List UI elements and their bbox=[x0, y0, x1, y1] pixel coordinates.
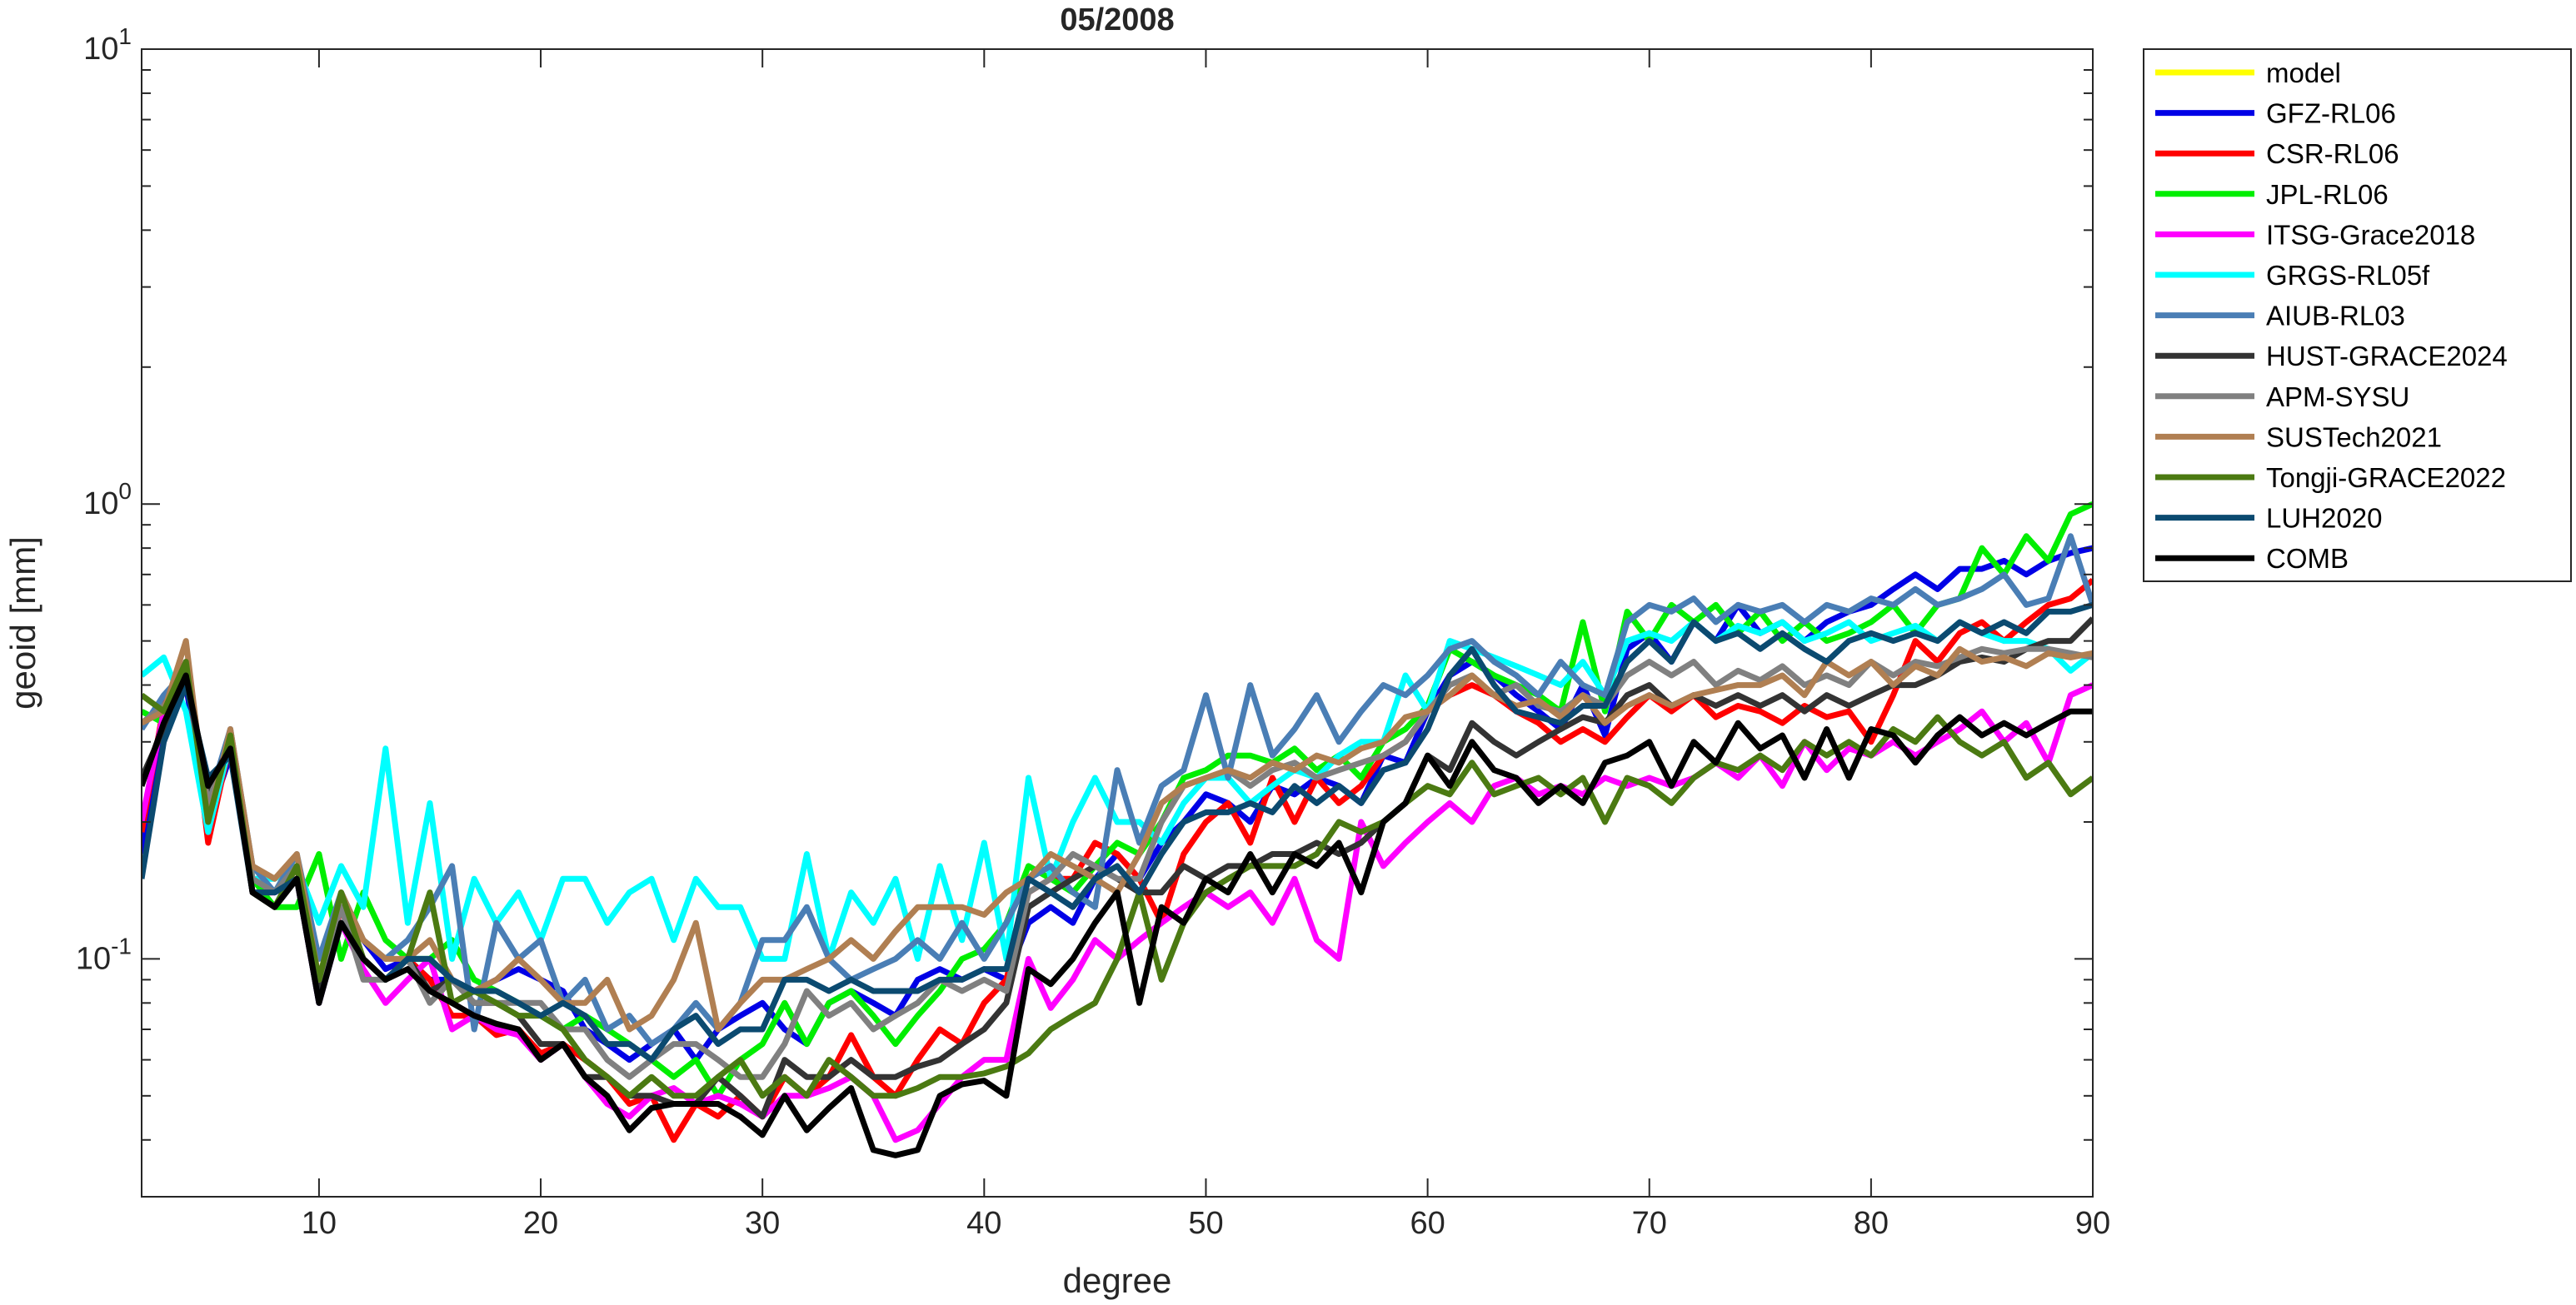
legend-label: GRGS-RL05f bbox=[2266, 260, 2430, 291]
x-tick-label: 40 bbox=[966, 1206, 1001, 1241]
x-tick-label: 20 bbox=[523, 1206, 558, 1241]
series-line bbox=[142, 619, 2093, 962]
legend-label: JPL-RL06 bbox=[2266, 179, 2389, 210]
legend-label: COMB bbox=[2266, 543, 2349, 574]
series-line bbox=[142, 659, 2093, 1099]
x-tick-label: 60 bbox=[1410, 1206, 1445, 1241]
y-tick-label: 100 bbox=[83, 478, 132, 521]
legend-label: CSR-RL06 bbox=[2266, 138, 2399, 169]
legend-label: LUH2020 bbox=[2266, 503, 2382, 534]
x-tick-label: 30 bbox=[745, 1206, 780, 1241]
y-axis-label: geoid [mm] bbox=[3, 536, 42, 710]
series-line bbox=[142, 672, 2093, 1158]
chart-title: 05/2008 bbox=[1060, 2, 1174, 37]
x-tick-label: 90 bbox=[2075, 1206, 2110, 1241]
legend-label: AIUB-RL03 bbox=[2266, 301, 2405, 331]
legend-label: ITSG-Grace2018 bbox=[2266, 219, 2475, 250]
legend-label: GFZ-RL06 bbox=[2266, 98, 2396, 129]
legend-label: SUSTech2021 bbox=[2266, 421, 2442, 452]
y-tick-label: 101 bbox=[83, 23, 132, 67]
axes-box bbox=[141, 48, 2094, 1198]
y-tick-label: 10-1 bbox=[76, 933, 132, 976]
series-line bbox=[142, 533, 2093, 1048]
legend-label: APM-SYSU bbox=[2266, 381, 2409, 412]
x-tick-label: 50 bbox=[1188, 1206, 1223, 1241]
x-tick-label: 10 bbox=[302, 1206, 337, 1241]
legend-label: Tongji-GRACE2022 bbox=[2266, 462, 2506, 493]
x-axis-label: degree bbox=[1063, 1261, 1172, 1300]
series-line bbox=[142, 577, 2093, 1143]
legend-label: model bbox=[2266, 57, 2341, 88]
x-tick-label: 80 bbox=[1854, 1206, 1889, 1241]
series-group bbox=[142, 501, 2093, 1158]
series-line bbox=[142, 602, 2093, 1063]
legend-label: HUST-GRACE2024 bbox=[2266, 341, 2508, 371]
x-tick-label: 70 bbox=[1632, 1206, 1667, 1241]
